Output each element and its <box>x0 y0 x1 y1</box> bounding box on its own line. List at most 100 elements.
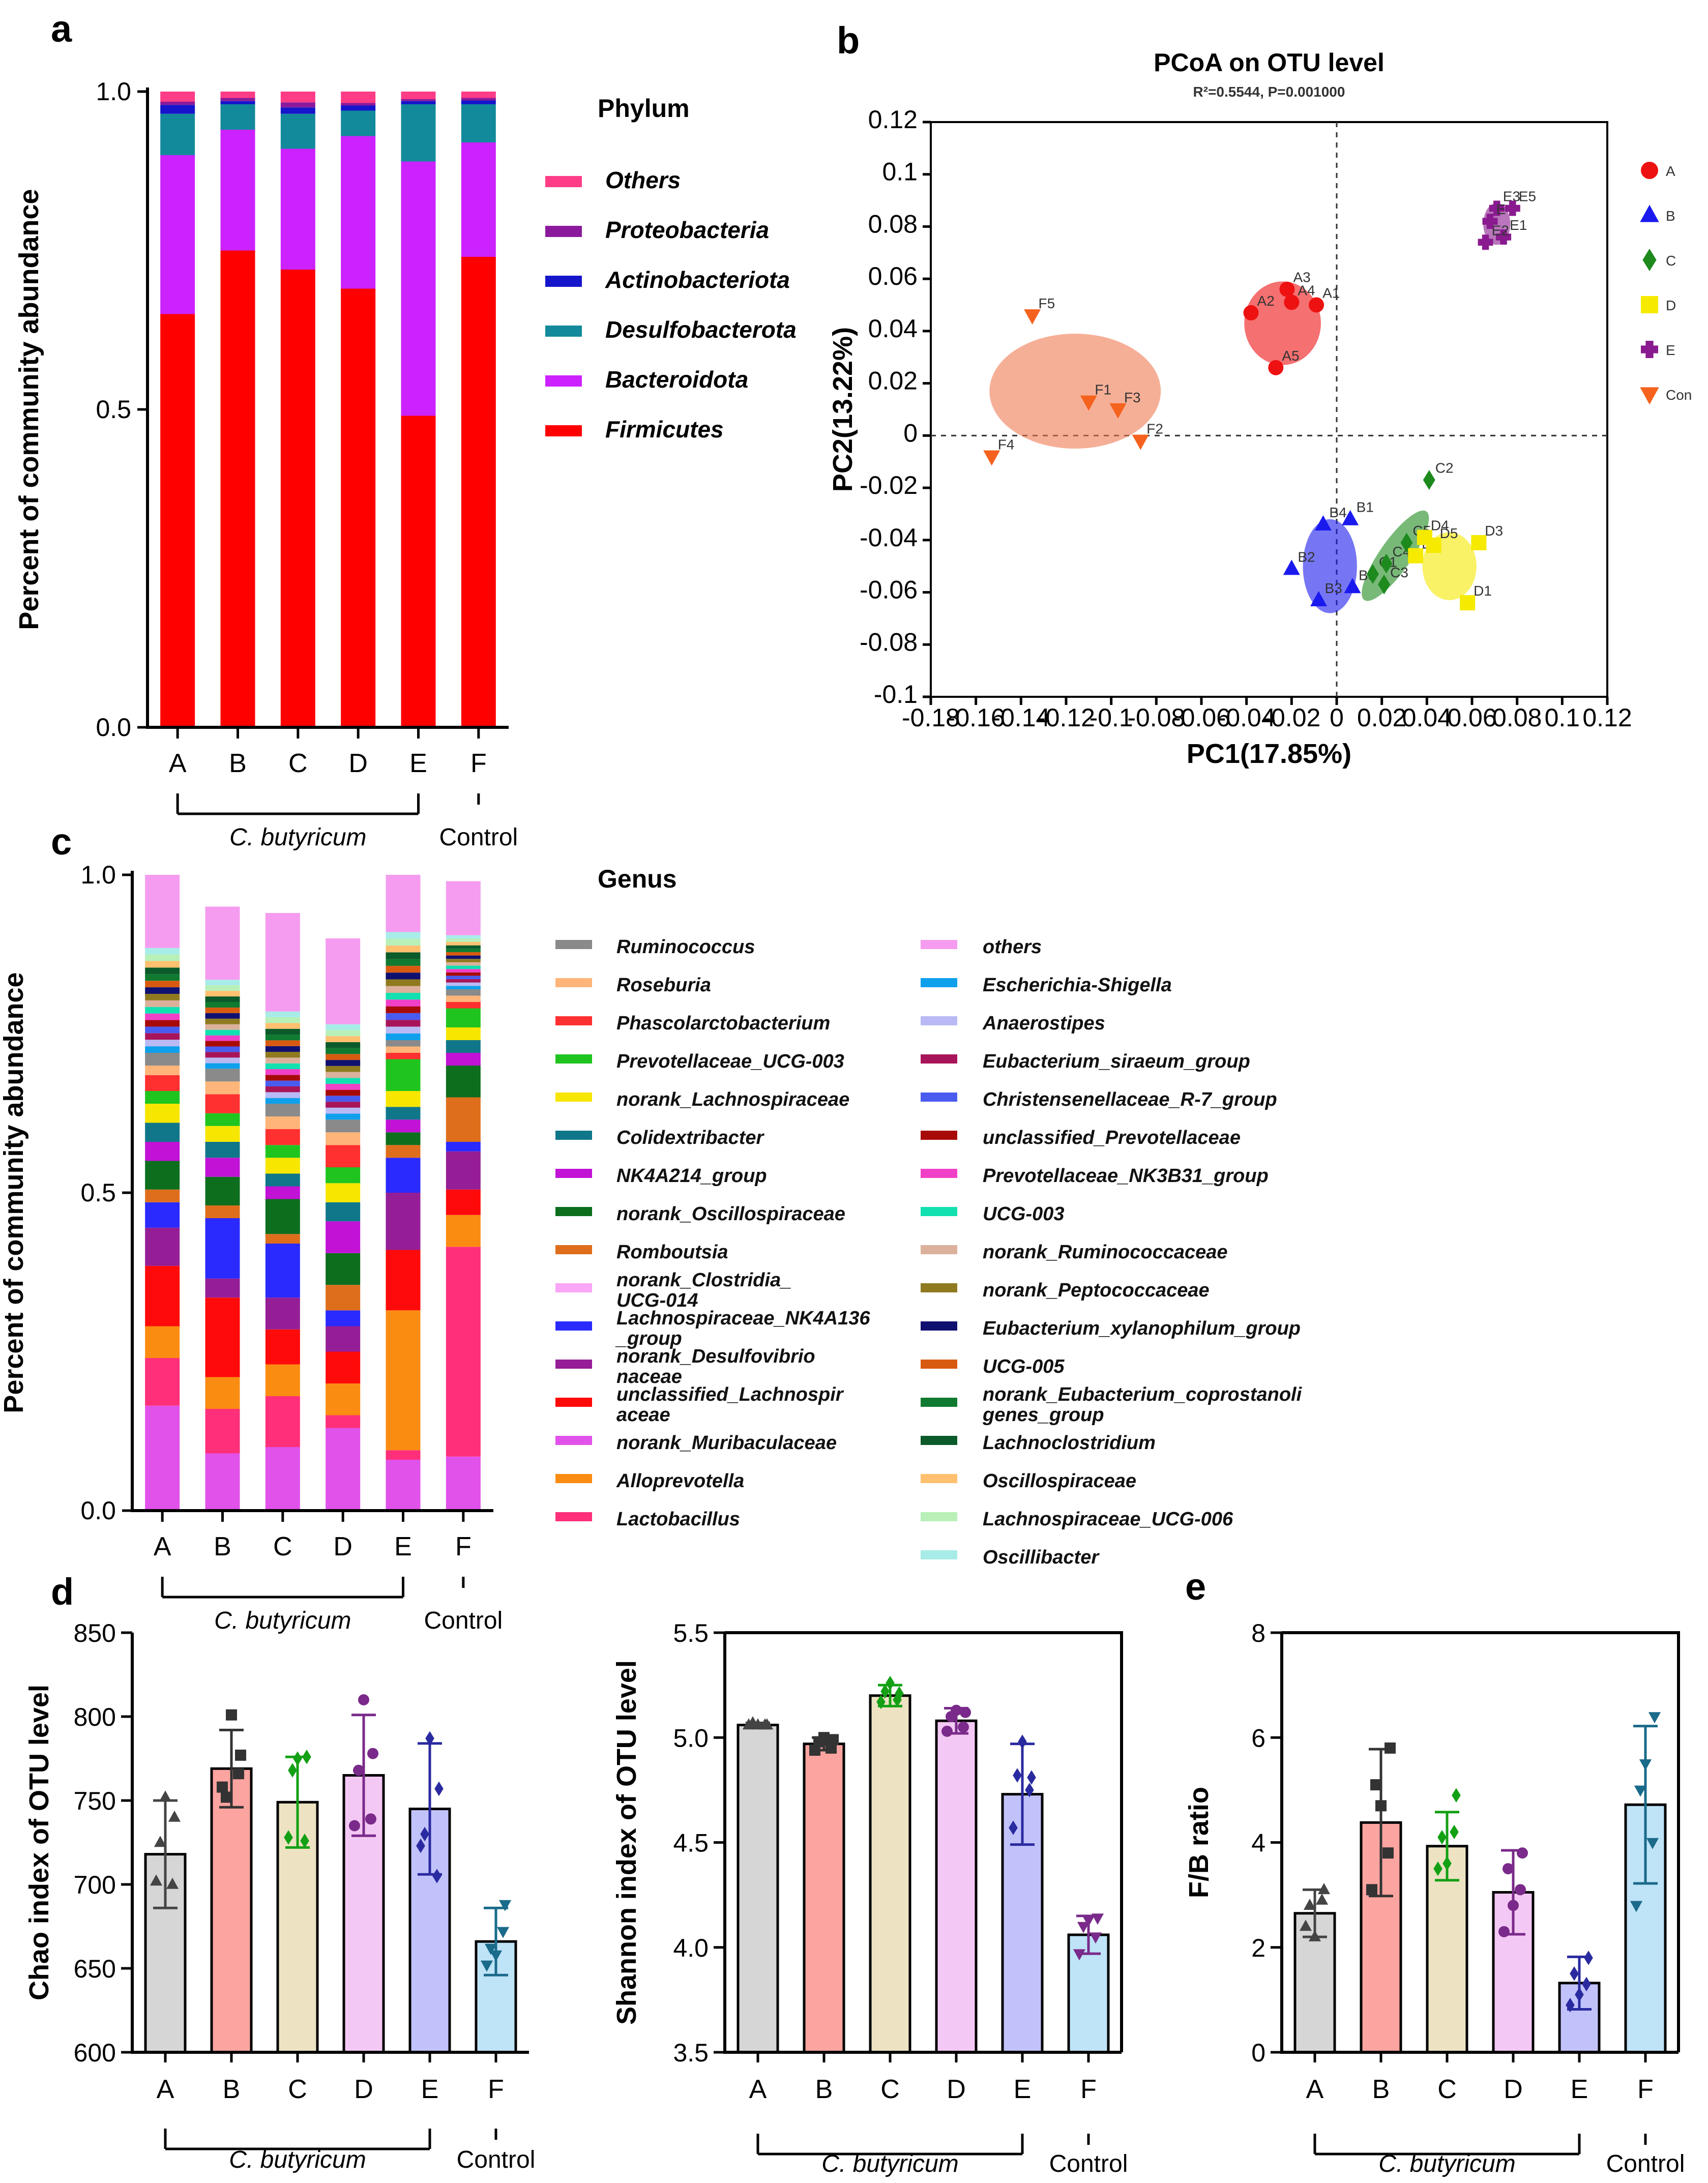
legend-swatch <box>921 1398 957 1407</box>
data-point <box>1025 1783 1034 1797</box>
legend-label-cont: UCG-014 <box>616 1290 698 1311</box>
legend-marker <box>1640 204 1659 222</box>
data-point <box>168 1810 181 1822</box>
data-point <box>1027 1770 1036 1785</box>
data-point <box>432 1869 441 1883</box>
bar-segment-minor <box>205 1035 240 1041</box>
bar-segment-minor <box>386 965 421 973</box>
x-tick-label: E <box>1571 2075 1588 2104</box>
y-tick-label: 0.02 <box>868 367 918 395</box>
bar-segment-lachnospiraceae_nk4a136_group <box>145 1202 180 1228</box>
legend-label: A <box>1666 163 1675 179</box>
panel-label-a: a <box>51 8 72 50</box>
data-point <box>960 1706 971 1718</box>
legend-swatch <box>555 1016 592 1025</box>
bar-segment-lactobacillus <box>386 1450 421 1460</box>
bar <box>210 1767 253 2054</box>
data-point <box>1648 1712 1661 1724</box>
bar-segment-firmicutes <box>220 250 255 727</box>
bar-segment-lachnospiraceae_nk4a136_group <box>326 1310 361 1326</box>
bar-segment-unclassified_lachnospiraceae <box>446 1189 481 1215</box>
bar-segment-ruminococcus <box>205 1069 240 1082</box>
data-point <box>1009 1820 1018 1835</box>
legend-swatch <box>555 1283 592 1292</box>
bar-segment-minor <box>205 1002 240 1008</box>
legend-label: Romboutsia <box>616 1242 728 1263</box>
data-point <box>235 1749 246 1761</box>
bar-segment-actinobacteriota <box>401 101 436 104</box>
bar-segment-minor <box>205 980 240 986</box>
bar-segment-minor <box>446 969 481 972</box>
group-note: C. butyricum <box>229 2146 366 2173</box>
data-point <box>353 1764 364 1776</box>
data-point <box>751 1718 764 1730</box>
bar-segment-romboutsia <box>145 1189 180 1202</box>
bar-segment-lactobacillus <box>446 1247 481 1457</box>
bar-segment-norank_muribaculaceae <box>386 1460 421 1511</box>
bar-segment-minor <box>326 1102 361 1108</box>
bar-segment-lactobacillus <box>145 1358 180 1406</box>
x-tick-label: 0.04 <box>1402 703 1452 732</box>
point-label: F1 <box>1095 382 1111 398</box>
legend-swatch <box>545 226 582 237</box>
bar <box>737 1724 779 2054</box>
bar-segment-actinobacteriota <box>280 107 315 114</box>
x-tick-label: E <box>421 2075 439 2104</box>
scatter-point <box>1024 309 1041 325</box>
panel-d-shannon-bar: A B C D E F 3.5 4.0 4.5 5.0 5.5 Shannon index of OT… <box>611 1619 1128 2177</box>
bar-segment-minor <box>145 987 180 994</box>
data-point <box>416 1838 425 1853</box>
bar-segment-norank_desulfovibrionaceae <box>386 1193 421 1250</box>
scatter-point <box>1283 559 1300 575</box>
bar-segment-actinobacteriota <box>220 101 255 104</box>
axes-frame <box>1282 1631 1680 2052</box>
x-tick-label: -0.04 <box>1218 703 1276 732</box>
legend-marker <box>1641 162 1658 179</box>
legend-label: norank_Peptococcaceae <box>983 1280 1210 1301</box>
bar-segment-desulfobacterota <box>220 104 255 130</box>
x-tick-label: -0.06 <box>1172 703 1230 732</box>
legend-swatch <box>555 1131 592 1140</box>
x-tick-label: D <box>333 1532 352 1561</box>
bar-segment-nk4a214_group <box>265 1186 300 1199</box>
data-point <box>1584 1951 1593 1965</box>
data-point <box>293 1751 302 1766</box>
scatter-point <box>1314 515 1332 530</box>
y-axis-label: Percent of community abundance <box>14 189 44 630</box>
bar-segment-firmicutes <box>401 416 436 727</box>
data-point <box>1082 1915 1095 1927</box>
data-point <box>818 1732 830 1744</box>
data-point <box>1013 1768 1022 1783</box>
axes-frame <box>725 1631 1123 2052</box>
legend-swatch <box>545 176 582 187</box>
bar-segment-norank_oscillospiraceae <box>326 1253 361 1285</box>
data-point <box>1508 1900 1519 1911</box>
bar-segment-minor <box>205 1041 240 1047</box>
bar-segment-others <box>386 875 421 932</box>
bar-segment-norank_lachnospiraceae <box>205 1126 240 1142</box>
bar-segment-minor <box>265 1069 300 1075</box>
bar-segment-minor <box>446 979 481 983</box>
bar-segment-minor <box>326 1024 361 1030</box>
scatter-point <box>1243 305 1259 320</box>
bar-segment-minor <box>446 976 481 980</box>
bar-segment-lactobacillus <box>205 1409 240 1454</box>
legend-swatch <box>921 1207 957 1216</box>
data-point <box>1382 1847 1394 1859</box>
legend-swatch <box>555 1512 592 1521</box>
legend-swatch <box>921 1054 957 1064</box>
bar-segment-minor <box>326 1060 361 1066</box>
bar-segment-nk4a214_group <box>205 1158 240 1177</box>
bar-segment-roseburia <box>326 1132 361 1145</box>
y-tick-label: 0.04 <box>868 314 918 343</box>
bar-segment-minor <box>386 938 421 946</box>
bar-segment-norank_oscillospiraceae <box>386 1132 421 1145</box>
bar-segment-unclassified_lachnospiraceae <box>205 1297 240 1377</box>
panel-a-phylum-stacked-bar: A B C D E F 0.0 0.5 1.0 Percent of community abun… <box>14 77 797 851</box>
scatter-point <box>1489 200 1505 216</box>
data-point <box>496 1927 510 1938</box>
legend-label: Lachnospiraceae_NK4A136 <box>616 1308 870 1329</box>
legend-title: Phylum <box>598 94 690 123</box>
bar <box>935 1719 978 2054</box>
x-tick-label: A <box>1306 2075 1324 2104</box>
